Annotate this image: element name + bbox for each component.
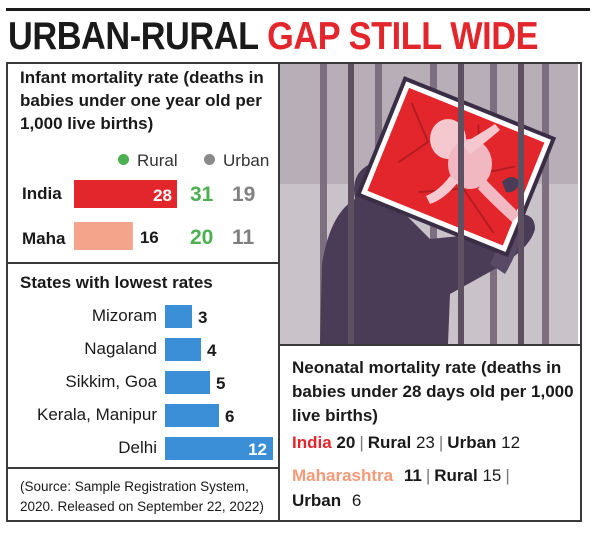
state-bar-value-delhi: 12 <box>248 440 267 459</box>
infant-bar-india <box>74 180 177 208</box>
neonatal-india-rural-label: Rural <box>367 433 412 452</box>
illustration <box>280 64 578 344</box>
infant-box-title: Infant mortality rate (deaths in babies … <box>20 68 264 133</box>
neonatal-india-urban-label: Urban <box>447 433 497 452</box>
divider-illustration-neonatal <box>278 344 580 346</box>
neonatal-maha-value: 11 <box>403 466 422 485</box>
graphic-frame <box>6 62 582 522</box>
infant-row-label-india: India <box>22 184 62 203</box>
maha-urban-value: 11 <box>232 226 255 249</box>
infant-bar-maha <box>74 222 133 250</box>
neonatal-maha-urban-label: Urban <box>292 491 342 510</box>
rural-dot-icon <box>118 154 129 165</box>
state-bar-mizoram <box>165 305 192 328</box>
page-title: URBAN-RURAL GAP STILL WIDE <box>8 14 539 60</box>
india-rural-value: 31 <box>190 183 214 206</box>
source-note: (Source: Sample Registration System, 202… <box>20 479 264 514</box>
infant-row-label-maha: Maha <box>22 229 66 248</box>
state-bar-value-kerala-manipur: 6 <box>225 407 234 426</box>
title-part-1: URBAN-RURAL <box>8 15 259 58</box>
hand-icon <box>502 177 520 193</box>
neonatal-india-urban-value: 12 <box>501 433 521 452</box>
neonatal-india-value: 20 <box>336 433 356 452</box>
infant-bar-value-maha: 16 <box>140 228 159 247</box>
state-bar-value-nagaland: 4 <box>207 341 217 360</box>
neonatal-maha-line-2: Urban 6 <box>292 491 361 511</box>
neonatal-maha-line: Maharashtra 11 | Rural 15 | <box>292 466 514 486</box>
separator: | <box>438 433 444 452</box>
state-bar-nagaland <box>165 338 201 361</box>
states-box-title: States with lowest rates <box>20 273 213 292</box>
state-bar-sikkim-goa <box>165 371 210 394</box>
divider-infant-states <box>6 262 280 264</box>
neonatal-maha-rural-value: 15 <box>482 466 502 485</box>
maha-rural-value: 20 <box>190 226 214 249</box>
legend-urban: Urban <box>204 151 269 171</box>
separator: | <box>505 466 510 485</box>
state-bar-value-mizoram: 3 <box>198 308 207 327</box>
neonatal-maha-label: Maharashtra <box>292 466 394 485</box>
state-bar-kerala-manipur <box>165 404 219 427</box>
neonatal-india-line: India 20 | Rural 23 | Urban 12 <box>292 433 520 453</box>
urban-dot-icon <box>204 154 215 165</box>
divider-states-source <box>6 467 280 469</box>
legend-rural: Rural <box>118 151 178 171</box>
state-label-nagaland: Nagaland <box>84 339 157 358</box>
states-bar-chart: 34 56 12 <box>165 305 273 460</box>
state-bar-value-sikkim-goa: 5 <box>216 374 225 393</box>
top-rule <box>6 8 590 11</box>
separator: | <box>359 433 364 452</box>
state-label-sikkim-goa: Sikkim, Goa <box>65 372 157 391</box>
state-label-kerala-manipur: Kerala, Manipur <box>36 405 157 424</box>
title-part-2: GAP STILL WIDE <box>267 15 539 58</box>
state-bar-delhi <box>165 437 273 460</box>
neonatal-maha-urban-value: 6 <box>351 491 362 510</box>
neonatal-maha-rural-label: Rural <box>434 466 478 485</box>
infant-bar-value-india: 28 <box>153 186 172 205</box>
column-divider <box>278 62 280 522</box>
prison-bars-front <box>348 64 524 344</box>
infant-bar-chart: 28 16 <box>74 180 177 250</box>
neonatal-india-rural-value: 23 <box>415 433 435 452</box>
state-label-delhi: Delhi <box>118 438 157 457</box>
neonatal-box-title: Neonatal mortality rate (deaths in babie… <box>292 358 574 425</box>
india-urban-value: 19 <box>232 183 256 206</box>
separator: | <box>425 466 431 485</box>
state-label-mizoram: Mizoram <box>91 306 157 325</box>
neonatal-india-label: India <box>292 433 332 452</box>
